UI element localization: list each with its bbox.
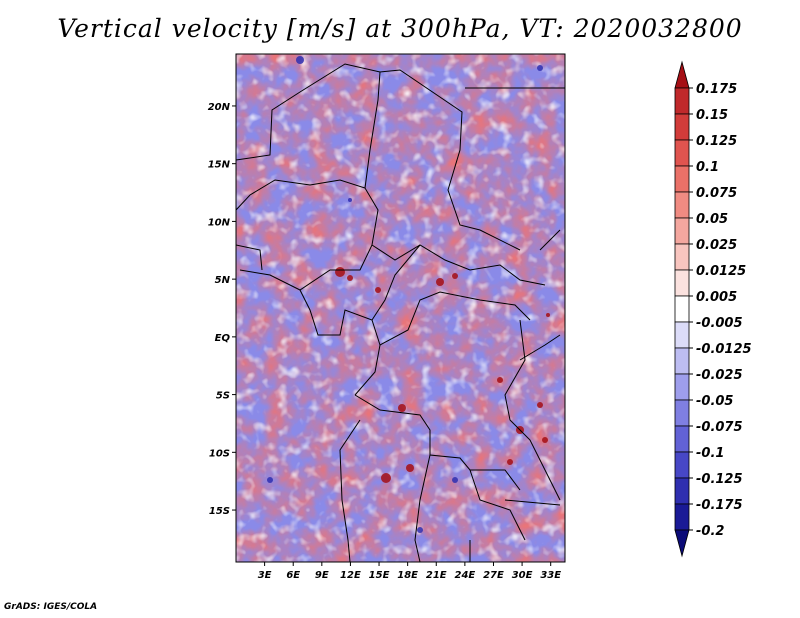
- lat-tick-label: 5N: [215, 275, 231, 286]
- colorbar-segment: [674, 139, 690, 167]
- country-borders: [236, 63, 565, 562]
- colorbar-segment: [674, 243, 690, 271]
- colorbar-segment: [674, 269, 690, 297]
- colorbar-segment: [674, 477, 690, 505]
- colorbar-label: 0.005: [696, 290, 737, 305]
- colorbar-segment: [674, 425, 690, 453]
- colorbar-segment: [674, 451, 690, 479]
- colorbar-label: -0.1: [696, 446, 724, 461]
- lat-tick-label: 5S: [216, 391, 230, 402]
- colorbar-segment: [674, 295, 690, 323]
- lat-tick-label: 20N: [208, 102, 231, 113]
- colorbar-label: -0.075: [696, 420, 743, 435]
- lat-tick-label: 15N: [208, 160, 231, 171]
- colorbar-label: 0.05: [696, 212, 728, 227]
- lon-tick-label: 21E: [426, 570, 447, 581]
- colorbar-label: -0.2: [696, 524, 724, 539]
- colorbar-segment: [674, 373, 690, 401]
- colorbar-segment: [674, 321, 690, 349]
- velocity-field: [236, 54, 565, 562]
- colorbar-label: -0.175: [696, 498, 743, 513]
- lon-tick-label: 33E: [540, 570, 561, 581]
- colorbar-segment: [674, 529, 690, 558]
- colorbar-segment: [674, 165, 690, 193]
- colorbar-segment: [674, 113, 690, 141]
- colorbar-segment: [674, 217, 690, 245]
- lon-tick-label: 30E: [512, 570, 533, 581]
- lon-tick-label: 24E: [454, 570, 475, 581]
- colorbar-label: -0.025: [696, 368, 743, 383]
- colorbar-label: -0.125: [696, 472, 743, 487]
- lon-tick-label: 18E: [397, 570, 418, 581]
- lon-tick-label: 27E: [483, 570, 504, 581]
- lat-tick-label: 10N: [208, 217, 231, 228]
- latitude-axis: 20N 15N 10N 5N EQ 5S 10S 15S: [208, 102, 236, 517]
- colorbar-label: 0.025: [696, 238, 737, 253]
- lon-tick-label: 3E: [258, 570, 272, 581]
- colorbar-segment: [674, 191, 690, 219]
- colorbar-segment: [674, 503, 690, 531]
- lat-tick-label: 15S: [209, 506, 230, 517]
- colorbar: 0.175 0.15 0.125 0.1 0.075 0.05 0.025 0.0125 0.0…: [674, 60, 752, 558]
- colorbar-label: -0.0125: [696, 342, 752, 357]
- colorbar-label: 0.15: [696, 108, 728, 123]
- colorbar-label: 0.125: [696, 134, 737, 149]
- colorbar-segment: [674, 60, 690, 89]
- colorbar-segment: [674, 399, 690, 427]
- longitude-axis: 3E 6E 9E 12E 15E 18E 21E 24E 27E 30E 33E: [258, 562, 561, 581]
- strong-downdrafts: [267, 56, 543, 533]
- colorbar-label: 0.1: [696, 160, 719, 175]
- lon-tick-label: 15E: [369, 570, 390, 581]
- lon-tick-label: 12E: [340, 570, 361, 581]
- map-frame: [235, 53, 566, 563]
- colorbar-segment: [674, 87, 690, 115]
- colorbar-segment: [674, 347, 690, 375]
- colorbar-label: -0.05: [696, 394, 733, 409]
- lat-tick-label: 10S: [209, 448, 230, 459]
- lon-tick-label: 9E: [315, 570, 329, 581]
- chart-title: Vertical velocity [m/s] at 300hPa, VT: 2…: [57, 14, 743, 43]
- colorbar-label: 0.0125: [696, 264, 746, 279]
- lon-tick-label: 6E: [286, 570, 300, 581]
- colorbar-label: 0.175: [696, 82, 737, 97]
- grads-credit: GrADS: IGES/COLA: [4, 602, 98, 612]
- lat-tick-label: EQ: [215, 333, 231, 344]
- colorbar-label: 0.075: [696, 186, 737, 201]
- colorbar-label: -0.005: [696, 316, 743, 331]
